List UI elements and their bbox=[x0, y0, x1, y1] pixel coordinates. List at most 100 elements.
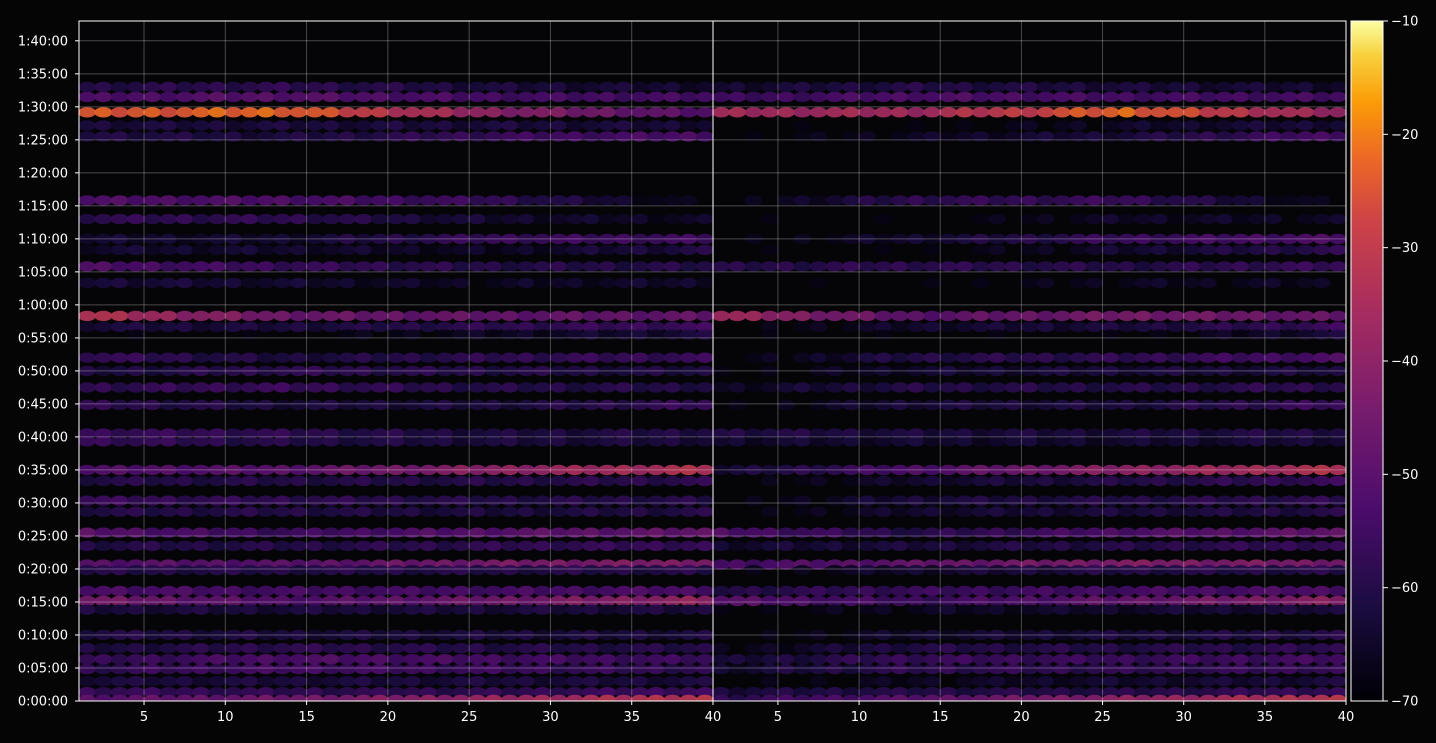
heatmap-cell bbox=[452, 663, 470, 675]
heatmap-cell bbox=[1280, 399, 1299, 411]
heatmap-cell bbox=[159, 687, 178, 698]
heatmap-cell bbox=[598, 277, 617, 289]
heatmap-cell bbox=[79, 365, 96, 377]
heatmap-cell bbox=[663, 81, 682, 93]
heatmap-cell bbox=[1280, 244, 1299, 256]
heatmap-cell bbox=[890, 107, 909, 118]
heatmap-cell bbox=[565, 382, 584, 393]
heatmap-cell bbox=[110, 687, 129, 698]
heatmap-cell bbox=[1199, 244, 1217, 256]
heatmap-cell bbox=[240, 244, 259, 256]
heatmap-cell bbox=[1296, 352, 1315, 363]
heatmap-cell bbox=[907, 495, 925, 506]
heatmap-cell bbox=[1134, 244, 1152, 256]
heatmap-cell bbox=[1199, 595, 1217, 607]
heatmap-cell bbox=[143, 195, 162, 206]
heatmap-cell bbox=[874, 428, 893, 439]
heatmap-cell bbox=[582, 107, 600, 118]
heatmap-cell bbox=[1069, 428, 1088, 439]
heatmap-cell bbox=[387, 352, 405, 363]
heatmap-cell bbox=[500, 233, 519, 245]
heatmap-cell bbox=[713, 527, 730, 538]
heatmap-cell bbox=[647, 629, 665, 641]
heatmap-cell bbox=[1134, 436, 1152, 447]
heatmap-cell bbox=[858, 91, 877, 103]
heatmap-cell bbox=[663, 365, 682, 377]
heatmap-cell bbox=[289, 643, 308, 654]
heatmap-cell bbox=[533, 365, 552, 377]
heatmap-cell bbox=[94, 436, 113, 447]
heatmap-cell bbox=[500, 261, 519, 272]
heatmap-cell bbox=[289, 464, 308, 476]
heatmap-cell bbox=[663, 540, 682, 552]
heatmap-cell bbox=[517, 436, 535, 447]
heatmap-cell bbox=[533, 694, 552, 701]
heatmap-cell bbox=[955, 540, 974, 552]
heatmap-cell bbox=[517, 277, 535, 289]
heatmap-cell bbox=[94, 233, 113, 245]
heatmap-cell bbox=[923, 233, 941, 245]
heatmap-cell bbox=[1166, 107, 1185, 118]
heatmap-cell bbox=[1231, 687, 1250, 698]
heatmap-cell bbox=[1101, 495, 1120, 506]
heatmap-cell bbox=[1020, 399, 1039, 411]
heatmap-cell bbox=[744, 382, 763, 393]
heatmap-cell bbox=[1150, 540, 1169, 552]
heatmap-cell bbox=[1312, 475, 1331, 487]
heatmap-cell bbox=[679, 244, 698, 256]
heatmap-cell bbox=[988, 694, 1006, 701]
heatmap-cell bbox=[338, 694, 357, 701]
heatmap-cell bbox=[793, 464, 812, 476]
heatmap-cell bbox=[955, 687, 974, 698]
heatmap-cell bbox=[533, 107, 552, 118]
heatmap-cell bbox=[1020, 676, 1039, 687]
heatmap-cell bbox=[273, 604, 292, 615]
heatmap-cell bbox=[1264, 643, 1282, 654]
heatmap-cell bbox=[1231, 629, 1250, 641]
heatmap-cell bbox=[273, 495, 292, 506]
heatmap-cell bbox=[1036, 694, 1055, 701]
heatmap-cell bbox=[1101, 310, 1120, 322]
heatmap-cell bbox=[1329, 585, 1346, 597]
heatmap-cell bbox=[793, 91, 812, 103]
heatmap-cell bbox=[240, 131, 259, 142]
heatmap-cell bbox=[110, 277, 129, 289]
heatmap-cell bbox=[484, 120, 503, 131]
heatmap-cell bbox=[175, 629, 194, 641]
heatmap-cell bbox=[842, 352, 860, 363]
heatmap-cell bbox=[809, 464, 828, 476]
heatmap-cell bbox=[923, 676, 941, 687]
heatmap-cell bbox=[988, 564, 1006, 576]
heatmap-cell bbox=[565, 436, 584, 447]
heatmap-cell bbox=[647, 244, 665, 256]
heatmap-cell bbox=[224, 540, 243, 552]
heatmap-cell bbox=[354, 694, 373, 701]
heatmap-cell bbox=[289, 676, 308, 687]
heatmap-cell bbox=[1231, 213, 1250, 225]
heatmap-cell bbox=[1312, 352, 1331, 363]
heatmap-cell bbox=[565, 131, 584, 142]
heatmap-cell bbox=[435, 464, 454, 476]
heatmap-cell bbox=[224, 506, 243, 517]
heatmap-cell bbox=[338, 643, 357, 654]
heatmap-cell bbox=[1069, 382, 1088, 393]
heatmap-cell bbox=[1264, 131, 1282, 142]
heatmap-cell bbox=[1069, 495, 1088, 506]
heatmap-cell bbox=[1199, 654, 1217, 665]
heatmap-cell bbox=[923, 428, 941, 439]
heatmap-cell bbox=[663, 233, 682, 245]
heatmap-cell bbox=[1280, 643, 1299, 654]
heatmap-cell bbox=[338, 629, 357, 641]
heatmap-cell bbox=[713, 585, 730, 597]
heatmap-cell bbox=[858, 428, 877, 439]
heatmap-cell bbox=[923, 195, 941, 206]
heatmap-cell bbox=[696, 585, 713, 597]
heatmap-cell bbox=[582, 643, 600, 654]
heatmap-cell bbox=[1150, 585, 1169, 597]
heatmap-cell bbox=[1150, 277, 1169, 289]
heatmap-cell bbox=[1312, 564, 1331, 576]
heatmap-cell bbox=[452, 436, 470, 447]
heatmap-cell bbox=[273, 595, 292, 607]
heatmap-cell bbox=[1247, 475, 1266, 487]
heatmap-cell bbox=[614, 365, 633, 377]
